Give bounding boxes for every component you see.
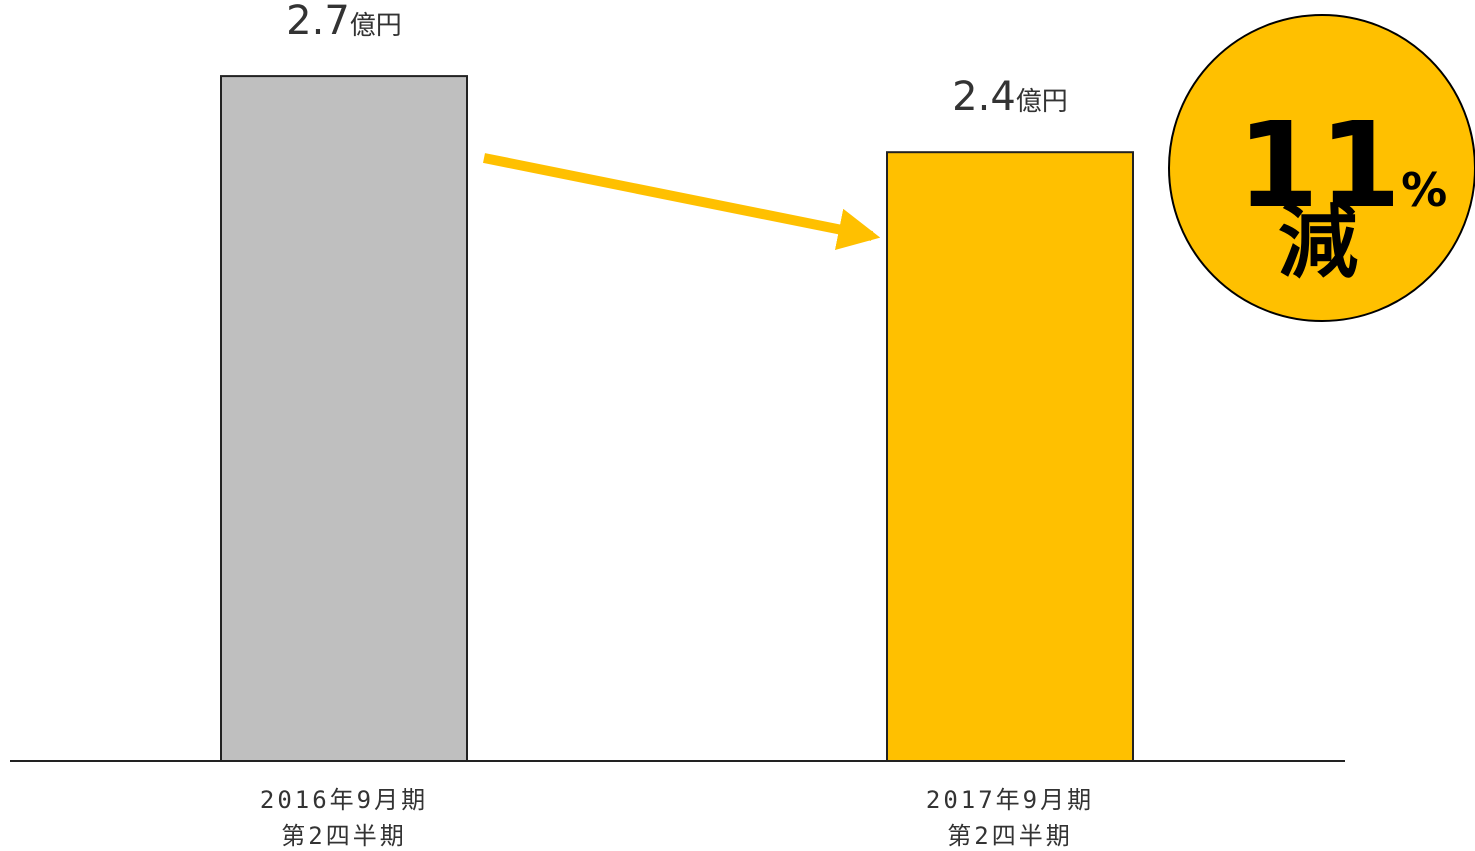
badge-circle [1168,14,1475,322]
value-label-2016: 2.7億円 [286,0,402,44]
value-label-2017: 2.4億円 [952,74,1068,120]
decrease-arrow [483,153,881,250]
category-label-2017-line1: 2017年9月期 [926,786,1094,814]
category-label-2016-line2: 第2四半期 [281,822,406,850]
category-label-2016-line1: 2016年9月期 [260,786,428,814]
decrease-badge: 11% 減 [1168,14,1475,322]
bar-2016 [220,75,468,763]
badge-percentage: 11% [1237,96,1447,234]
category-label-2017-line2: 第2四半期 [947,822,1072,850]
badge-word: 減 [1278,196,1358,289]
bar-2017 [886,151,1134,762]
